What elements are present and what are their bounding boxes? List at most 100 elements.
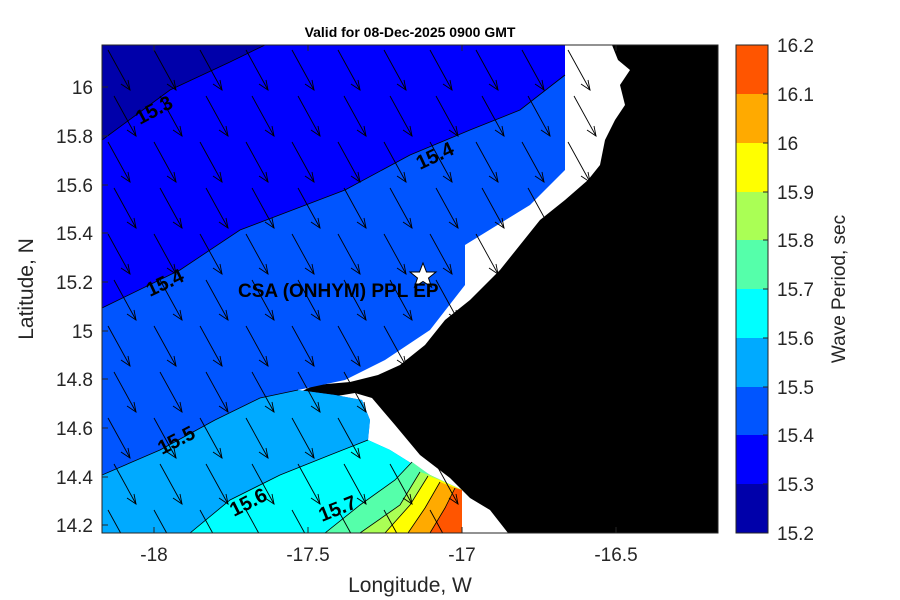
wave-arrow (429, 233, 453, 275)
wave-arrow-head (172, 401, 183, 413)
wave-arrow (113, 95, 137, 137)
star-icon (408, 261, 438, 289)
wave-arrow (567, 49, 591, 91)
wave-arrow-head (126, 217, 137, 229)
wave-arrow-head (586, 125, 597, 137)
colorbar (735, 44, 769, 534)
wave-arrow (205, 95, 229, 137)
wave-arrow-head (172, 309, 183, 321)
wave-arrow-head (488, 79, 499, 91)
wave-arrow (337, 49, 361, 91)
wave-arrow (481, 187, 505, 229)
y-tick-label: 15 (72, 322, 93, 343)
wave-arrow (337, 233, 361, 275)
wave-arrow (251, 279, 275, 321)
wave-arrow-head (166, 447, 177, 459)
y-axis-label: Latitude, N (15, 238, 38, 340)
wave-arrow-head (351, 540, 360, 550)
wave-arrow (153, 509, 168, 533)
wave-arrow-head (212, 263, 223, 275)
wave-arrow (159, 279, 183, 321)
x-tick-label: -16.5 (594, 545, 637, 566)
y-tick-label: 15.6 (56, 176, 93, 197)
wave-arrow-head (264, 309, 275, 321)
wave-arrow (159, 187, 183, 229)
y-tick-label: 15.2 (56, 273, 93, 294)
wave-arrow (107, 233, 131, 275)
wave-arrow (383, 325, 407, 367)
wave-arrow-head (212, 355, 223, 367)
wave-arrow-head (258, 79, 269, 91)
colorbar-segment (736, 143, 768, 192)
wave-arrow (343, 463, 367, 505)
colorbar-tick-label: 15.4 (777, 426, 814, 447)
wave-arrow (159, 371, 183, 413)
wave-arrow (475, 233, 499, 275)
wave-arrow-head (448, 125, 459, 137)
wave-arrow (159, 463, 183, 505)
wave-arrow (205, 371, 229, 413)
wave-arrow-head (218, 401, 229, 413)
wave-arrow-head (310, 401, 321, 413)
wave-arrow (429, 509, 444, 533)
wave-arrow (297, 95, 321, 137)
wave-arrow (435, 279, 459, 321)
wave-arrow (291, 233, 315, 275)
colorbar-tick-label: 16 (777, 134, 798, 155)
wave-arrow-head (448, 217, 459, 229)
wave-arrow (113, 279, 137, 321)
wave-arrow (245, 325, 269, 367)
wave-arrow-head (212, 79, 223, 91)
wave-arrow-head (304, 355, 315, 367)
wave-arrow (475, 49, 499, 91)
colorbar-segment (736, 192, 768, 240)
wave-arrow (297, 187, 321, 229)
colorbar-segment (736, 435, 768, 484)
wave-arrow-head (218, 493, 229, 505)
wave-arrow-head (356, 217, 367, 229)
wave-arrow (475, 141, 499, 183)
colorbar-tick-label: 16.1 (777, 85, 814, 106)
wave-arrow-head (442, 79, 453, 91)
wave-arrow (107, 509, 122, 533)
y-tick-label: 14.8 (56, 370, 93, 391)
colorbar-label: Wave Period, sec (829, 215, 850, 363)
wave-arrow (383, 141, 407, 183)
wave-arrow-head (126, 401, 137, 413)
wave-arrow (527, 187, 551, 229)
wave-arrow (389, 463, 413, 505)
wave-arrow-head (534, 79, 545, 91)
wave-arrow-head (402, 125, 413, 137)
colorbar-tick-label: 15.6 (777, 329, 814, 350)
wave-arrow (429, 49, 453, 91)
wave-arrow (343, 187, 367, 229)
wave-arrow-head (304, 263, 315, 275)
wave-arrow (245, 141, 269, 183)
x-tick-label: -18 (140, 545, 167, 566)
wave-arrow (291, 509, 306, 533)
wave-arrow-head (494, 125, 505, 137)
wave-arrow (245, 417, 269, 459)
colorbar-segment (736, 94, 768, 143)
wave-arrow-head (304, 79, 315, 91)
x-tick-marks (153, 45, 617, 533)
colorbar-tick-label: 15.8 (777, 231, 814, 252)
wave-arrow (205, 279, 229, 321)
wave-arrow (107, 141, 131, 183)
y-tick-label: 14.2 (56, 516, 93, 537)
wave-arrow (527, 95, 551, 137)
x-tick-label: -17.5 (286, 545, 329, 566)
wave-arrow (383, 49, 407, 91)
wave-arrow (199, 49, 223, 91)
wave-arrow-head (212, 171, 223, 183)
wave-arrow-head (448, 493, 459, 505)
wave-arrow-head (396, 171, 407, 183)
wave-arrow (245, 233, 269, 275)
wave-arrow (205, 463, 229, 505)
wave-arrow-head (218, 217, 229, 229)
wave-arrow-head (356, 309, 367, 321)
wave-arrow-head (350, 79, 361, 91)
wave-arrow-head (397, 540, 406, 550)
wave-arrow-head (350, 263, 361, 275)
wave-arrow-head (120, 171, 131, 183)
